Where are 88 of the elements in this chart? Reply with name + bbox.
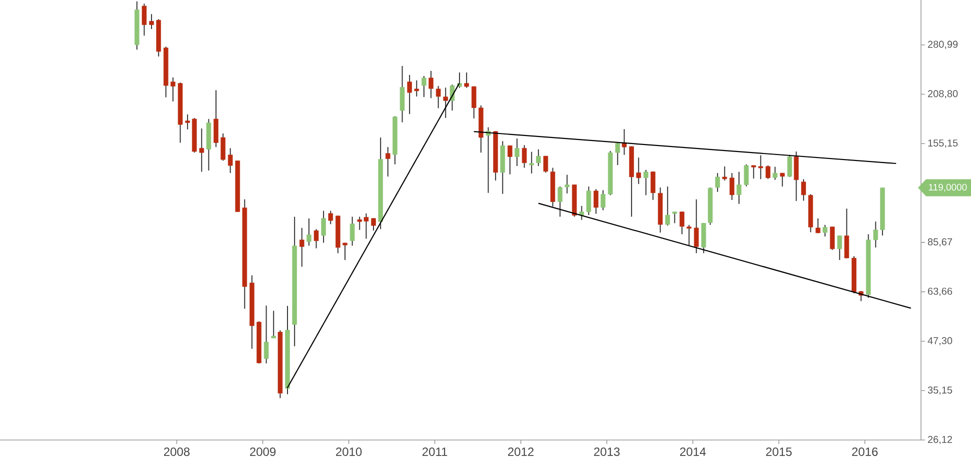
- candlestick: [787, 154, 792, 178]
- candlestick: [766, 164, 770, 180]
- candlestick: [508, 144, 512, 175]
- y-tick-label: 208,80: [928, 90, 958, 98]
- candlestick: [400, 65, 405, 123]
- text: 119,0000: [928, 184, 967, 192]
- candlestick: [600, 190, 606, 211]
- candlestick: [300, 227, 304, 268]
- candlestick: [650, 170, 656, 200]
- candlestick: [543, 155, 548, 174]
- y-tick-label: 35,15: [928, 386, 952, 395]
- x-tick-label: 2014: [680, 448, 706, 456]
- candlestick: [342, 242, 348, 260]
- candlestick: [214, 90, 218, 148]
- candlestick: [264, 305, 269, 364]
- candlestick: [220, 132, 226, 162]
- y-tick-label: 85,67: [928, 238, 952, 247]
- candlestick: [407, 74, 412, 115]
- candlestick: [386, 146, 390, 178]
- candlestick: [271, 310, 276, 339]
- candlestick: [715, 172, 720, 192]
- candlestick: [830, 226, 835, 250]
- candlestick: [801, 178, 806, 202]
- candlestick: [837, 235, 842, 260]
- candlestick: [758, 154, 764, 180]
- candlestick: [149, 14, 154, 30]
- y-tick-label: 26,12: [928, 436, 952, 444]
- candlestick: [636, 157, 641, 185]
- candlestick: [622, 128, 627, 156]
- candlestick: [514, 138, 520, 167]
- candlestick: [328, 210, 333, 225]
- candlestick: [306, 218, 312, 246]
- candlestick: [686, 224, 692, 246]
- candlestick: [314, 228, 319, 249]
- candlestick: [665, 186, 670, 226]
- candlestick: [185, 114, 190, 130]
- y-tick-label: 47,30: [928, 337, 952, 346]
- candlestick: [672, 211, 678, 224]
- candlestick: [780, 172, 785, 188]
- y-tick-label: 280,99: [928, 40, 958, 49]
- candlestick: [228, 148, 233, 174]
- candlestick: [722, 166, 727, 182]
- candlestick: [816, 218, 820, 234]
- candlestick: [579, 205, 584, 220]
- x-tick-label: 2016: [852, 448, 878, 456]
- y-tick-label: 63,66: [928, 288, 952, 296]
- candlestick: [199, 128, 204, 172]
- x-tick-label: 2013: [594, 448, 620, 456]
- candlestick: [772, 166, 778, 180]
- candlestick: [736, 171, 742, 204]
- x-tick-label: 2011: [422, 448, 448, 456]
- candlestick: [522, 144, 527, 168]
- candlestick: [472, 86, 476, 119]
- candlestick: [615, 142, 620, 166]
- candlestick: [529, 151, 534, 174]
- candlestick: [564, 174, 570, 194]
- candlestick: [751, 164, 756, 180]
- x-tick-label: 2015: [766, 448, 792, 456]
- candlestick: [794, 151, 799, 202]
- candlestick: [428, 70, 434, 99]
- candlestick: [586, 186, 592, 216]
- x-tick-label: 2008: [164, 448, 190, 456]
- candlestick: [873, 221, 878, 248]
- candlestick: [486, 126, 491, 194]
- candlestick: [744, 164, 749, 187]
- candlestick: [694, 198, 699, 254]
- candlestick: [844, 208, 850, 259]
- x-tick-label: 2012: [508, 448, 534, 456]
- candlestick: [680, 211, 684, 235]
- candlestick: [142, 3, 147, 36]
- candlestick: [644, 169, 648, 196]
- candlestick: [443, 87, 448, 119]
- candlestick: [558, 186, 562, 218]
- candlestick: [170, 76, 176, 102]
- candlestick: [321, 210, 326, 244]
- candlestick: [730, 172, 734, 200]
- candlestick: [594, 188, 598, 214]
- candlestick: [422, 76, 426, 98]
- y-tick-label: 155,15: [928, 140, 958, 148]
- candlestick: [350, 216, 355, 246]
- candlestick: [822, 224, 828, 237]
- candlestick: [536, 148, 541, 167]
- x-tick-label: 2010: [336, 448, 362, 456]
- candlestick: [414, 80, 420, 97]
- candlestick: [464, 72, 469, 88]
- candlestick: [371, 218, 376, 232]
- candlestick: [436, 85, 441, 109]
- x-tick-label: 2009: [250, 448, 276, 456]
